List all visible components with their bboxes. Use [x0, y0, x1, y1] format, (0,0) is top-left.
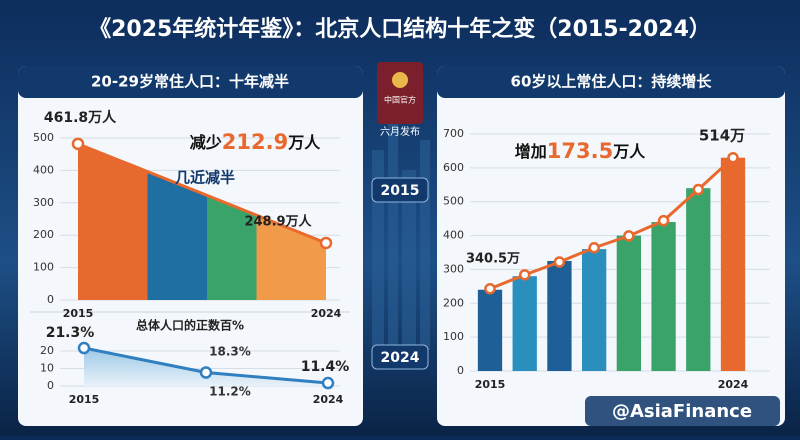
change-prefix: 增加: [515, 142, 547, 161]
y-tick-label: 300: [443, 262, 464, 275]
point: [553, 256, 566, 268]
y-tick-label: 400: [443, 229, 464, 242]
y-tick-label: 500: [33, 131, 54, 144]
annotation: 461.8万人: [44, 109, 117, 126]
bar: [581, 249, 607, 371]
y-tick-label: 20: [40, 344, 54, 357]
line: [77, 142, 327, 245]
timeline-badge: [371, 177, 429, 203]
point: [319, 236, 333, 250]
y-tick-label: 100: [33, 261, 54, 274]
change-prefix: 减少: [190, 133, 222, 152]
timeline-label: 2024: [381, 350, 420, 366]
point: [727, 151, 739, 164]
annotation: 340.5万: [466, 252, 520, 267]
annotation: 21.3%: [46, 325, 95, 341]
page-title: 《2025年统计年鉴》：北京人口结构十年之变（2015-2024）: [89, 16, 711, 42]
change-unit: 万人: [287, 133, 321, 152]
area: [84, 348, 328, 386]
credit: @AsiaFinance: [612, 401, 752, 422]
y-tick-label: 400: [33, 163, 54, 176]
y-tick-label: 10: [40, 362, 54, 375]
change-value: 173.5: [547, 139, 613, 163]
credit-box: [585, 396, 780, 426]
annotation: 几近减半: [175, 169, 235, 187]
chart-title: 总体人口的正数百%: [136, 318, 244, 333]
bar: [477, 289, 503, 371]
bar: [720, 157, 746, 371]
bar: [686, 188, 711, 371]
point: [518, 269, 531, 281]
area: [78, 143, 326, 300]
badge-line2: 六月发布: [380, 125, 420, 138]
y-tick-label: 500: [443, 195, 464, 208]
y-tick-label: 100: [443, 330, 464, 343]
annotation: 248.9万人: [244, 214, 312, 230]
x-tick-label: 2024: [718, 378, 749, 391]
x-tick-label: 2015: [475, 378, 506, 391]
y-tick-label: 600: [443, 161, 464, 174]
point: [199, 366, 213, 379]
bar: [616, 235, 642, 371]
change-annotation: 增加173.5万人: [515, 139, 646, 163]
point: [623, 230, 635, 242]
y-tick-label: 0: [47, 379, 54, 392]
right-panel-header: [437, 66, 785, 98]
annotation: 11.4%: [301, 359, 350, 375]
annotation: 514万: [699, 127, 745, 145]
timeline-label: 2015: [381, 183, 420, 199]
change-value: 212.9: [222, 130, 288, 154]
y-tick-label: 700: [443, 127, 464, 140]
y-tick-label: 300: [33, 196, 54, 209]
x-tick-label: 2024: [313, 393, 344, 406]
change-unit: 万人: [612, 142, 646, 161]
x-tick-label: 2024: [311, 307, 342, 320]
point: [71, 137, 85, 151]
point: [484, 282, 496, 295]
x-tick-label: 2015: [63, 307, 94, 320]
point: [588, 242, 600, 254]
line: [489, 156, 735, 291]
bar: [547, 260, 572, 371]
left-panel-header: [18, 66, 363, 98]
point: [77, 341, 91, 355]
x-tick-label: 2015: [69, 393, 100, 406]
chart-title: 60岁以上常住人口：持续增长: [511, 73, 713, 91]
chart-title: 20-29岁常住人口：十年减半: [91, 73, 289, 91]
y-tick-label: 0: [47, 293, 54, 306]
change-annotation: 减少212.9万人: [190, 130, 321, 154]
point: [321, 376, 335, 390]
badge-line1: 中国官方: [384, 95, 416, 105]
y-tick-label: 200: [443, 296, 464, 309]
point: [657, 214, 670, 227]
y-tick-label: 200: [33, 228, 54, 241]
bar: [651, 222, 676, 371]
timeline-badge: [371, 344, 429, 370]
emblem: [392, 72, 408, 88]
skyline: [372, 120, 430, 350]
annotation: 11.2%: [209, 385, 251, 399]
book-icon: [377, 62, 423, 124]
bar: [512, 276, 537, 371]
y-tick-label: 0: [457, 364, 464, 377]
point: [692, 183, 705, 196]
annotation: 18.3%: [209, 345, 251, 359]
